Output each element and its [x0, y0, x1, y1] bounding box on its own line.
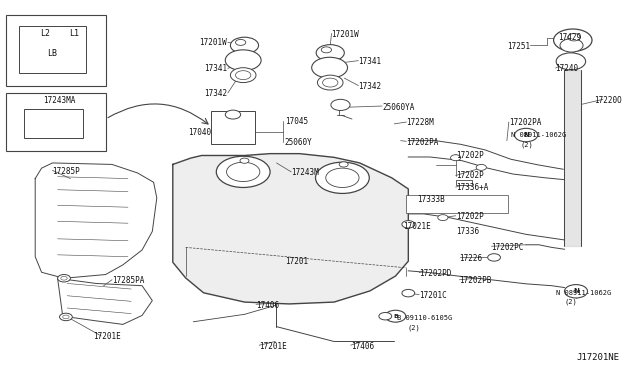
- Text: 17202PB: 17202PB: [460, 276, 492, 285]
- Circle shape: [240, 158, 249, 163]
- Text: 17333B: 17333B: [417, 195, 445, 203]
- Text: 17285PA: 17285PA: [112, 276, 145, 285]
- Text: 17202PC: 17202PC: [492, 243, 524, 252]
- Text: 17406: 17406: [256, 301, 279, 310]
- Text: 17341: 17341: [358, 57, 381, 66]
- Text: LB: LB: [47, 49, 57, 58]
- Circle shape: [402, 289, 415, 297]
- Text: 17201E: 17201E: [93, 332, 120, 341]
- Text: 17240: 17240: [556, 64, 579, 73]
- Text: 17342: 17342: [204, 89, 227, 98]
- Bar: [24, 109, 83, 138]
- Text: 17220O: 17220O: [595, 96, 622, 105]
- Bar: [6, 15, 106, 86]
- Circle shape: [339, 162, 348, 167]
- Circle shape: [321, 47, 332, 53]
- Circle shape: [316, 162, 369, 193]
- Text: (2): (2): [564, 299, 577, 305]
- Circle shape: [63, 315, 69, 319]
- Circle shape: [564, 285, 588, 298]
- Text: 17336: 17336: [456, 227, 479, 236]
- Text: 17341: 17341: [204, 64, 227, 73]
- Text: 17201E: 17201E: [259, 342, 287, 351]
- Circle shape: [331, 99, 350, 110]
- Text: N 08911-1062G: N 08911-1062G: [556, 290, 611, 296]
- Circle shape: [560, 39, 583, 52]
- Circle shape: [227, 162, 260, 182]
- Circle shape: [515, 128, 538, 142]
- Text: (2): (2): [520, 141, 533, 148]
- Text: N: N: [523, 132, 529, 138]
- Circle shape: [554, 29, 592, 51]
- Text: 17251: 17251: [507, 42, 530, 51]
- Circle shape: [326, 168, 359, 187]
- Bar: [19, 26, 86, 73]
- Circle shape: [316, 45, 344, 61]
- Text: 17406: 17406: [351, 342, 374, 351]
- Text: 17202PD: 17202PD: [419, 269, 452, 278]
- Text: 17429: 17429: [558, 33, 581, 42]
- Text: 17021E: 17021E: [403, 222, 431, 231]
- Text: 17201W: 17201W: [332, 30, 359, 39]
- Text: 17202PA: 17202PA: [406, 138, 439, 147]
- Circle shape: [568, 33, 580, 41]
- Circle shape: [230, 37, 259, 54]
- Text: 17336+A: 17336+A: [456, 183, 488, 192]
- Circle shape: [61, 276, 67, 280]
- Text: 17202P: 17202P: [456, 171, 483, 180]
- Circle shape: [488, 254, 500, 261]
- Text: B 09110-6105G: B 09110-6105G: [397, 315, 452, 321]
- Text: (2): (2): [407, 324, 420, 331]
- Text: 25060YA: 25060YA: [382, 103, 415, 112]
- Circle shape: [317, 75, 343, 90]
- Text: 25060Y: 25060Y: [285, 138, 312, 147]
- Circle shape: [60, 313, 72, 321]
- Bar: [456, 180, 472, 185]
- Text: 17201W: 17201W: [200, 38, 227, 47]
- Circle shape: [312, 57, 348, 78]
- Circle shape: [385, 310, 406, 322]
- Polygon shape: [173, 154, 408, 304]
- Circle shape: [225, 50, 261, 71]
- Text: 17202P: 17202P: [456, 151, 483, 160]
- Circle shape: [476, 164, 486, 170]
- Text: N: N: [573, 288, 579, 294]
- Circle shape: [402, 221, 415, 228]
- Text: B: B: [393, 314, 398, 319]
- Text: 17202PA: 17202PA: [509, 118, 541, 127]
- Circle shape: [556, 53, 586, 70]
- Text: 17202P: 17202P: [456, 212, 483, 221]
- Text: 17285P: 17285P: [52, 167, 80, 176]
- Bar: [406, 195, 508, 213]
- Circle shape: [216, 156, 270, 187]
- Text: 17243M: 17243M: [291, 169, 319, 177]
- Text: 17228M: 17228M: [406, 118, 434, 127]
- Text: L1: L1: [69, 29, 79, 38]
- Text: N 08911-1062G: N 08911-1062G: [511, 132, 566, 138]
- Text: 17226: 17226: [460, 254, 483, 263]
- Circle shape: [451, 155, 461, 161]
- Text: 17045: 17045: [285, 117, 308, 126]
- Text: 17201: 17201: [285, 257, 308, 266]
- Bar: [211, 111, 255, 144]
- Circle shape: [438, 215, 448, 221]
- Circle shape: [236, 39, 246, 45]
- Bar: [6, 93, 106, 151]
- Polygon shape: [564, 70, 581, 246]
- Circle shape: [230, 68, 256, 83]
- Circle shape: [236, 71, 251, 80]
- Circle shape: [225, 110, 241, 119]
- Circle shape: [58, 275, 70, 282]
- Circle shape: [323, 78, 338, 87]
- Text: 17342: 17342: [358, 82, 381, 91]
- Text: 17201C: 17201C: [419, 291, 447, 300]
- Text: L2: L2: [40, 29, 51, 38]
- Text: 17243MA: 17243MA: [44, 96, 76, 105]
- Text: J17201NE: J17201NE: [577, 353, 620, 362]
- Circle shape: [379, 312, 392, 320]
- Text: 17040: 17040: [188, 128, 211, 137]
